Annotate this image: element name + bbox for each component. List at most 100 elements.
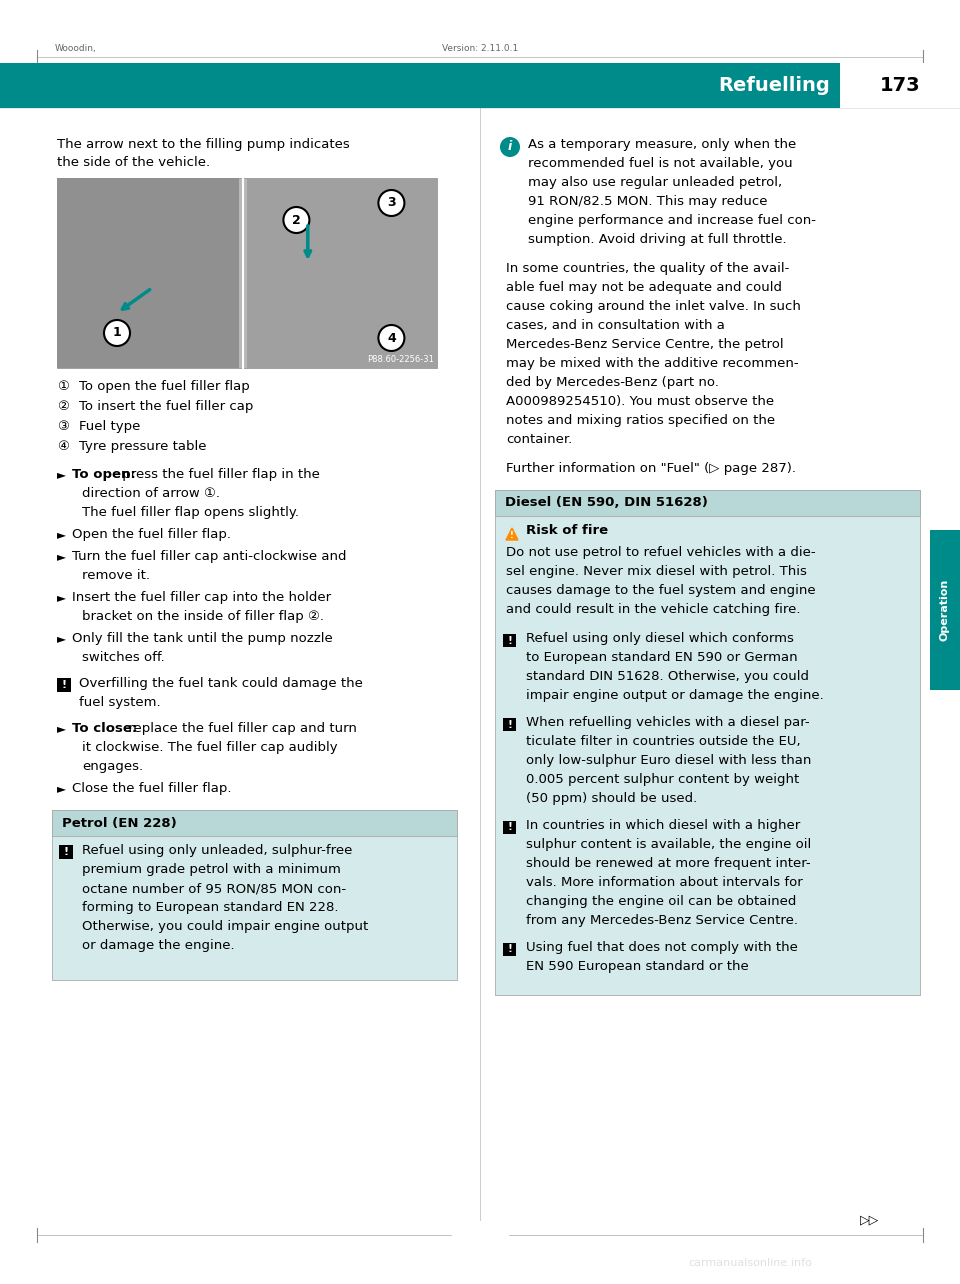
Text: ►: ► [57, 722, 66, 734]
Text: ►: ► [57, 528, 66, 541]
Text: bracket on the inside of filler flap ②.: bracket on the inside of filler flap ②. [82, 610, 324, 623]
Text: Insert the fuel filler cap into the holder: Insert the fuel filler cap into the hold… [72, 591, 331, 603]
Text: 4: 4 [387, 331, 396, 344]
Bar [0, 63, 840, 108]
Bar [57, 178, 239, 369]
Text: Refuel using only unleaded, sulphur-free: Refuel using only unleaded, sulphur-free [82, 844, 352, 856]
Text: direction of arrow ①.: direction of arrow ①. [82, 487, 220, 499]
Text: engine performance and increase fuel con-: engine performance and increase fuel con… [528, 214, 816, 227]
Text: press the fuel filler flap in the: press the fuel filler flap in the [118, 467, 321, 482]
Text: Fuel type: Fuel type [79, 420, 140, 433]
Text: ticulate filter in countries outside the EU,: ticulate filter in countries outside the… [526, 734, 801, 749]
Text: may be mixed with the additive recommen-: may be mixed with the additive recommen- [506, 357, 799, 370]
Bar [495, 490, 920, 995]
Text: Version: 2.11.0.1: Version: 2.11.0.1 [442, 44, 518, 53]
Bar [503, 942, 516, 957]
Text: Overfilling the fuel tank could damage the: Overfilling the fuel tank could damage t… [79, 677, 363, 690]
Text: ►: ► [57, 467, 66, 482]
Text: should be renewed at more frequent inter-: should be renewed at more frequent inter… [526, 856, 810, 871]
Text: it clockwise. The fuel filler cap audibly: it clockwise. The fuel filler cap audibl… [82, 741, 338, 754]
Bar [52, 810, 457, 836]
Text: When refuelling vehicles with a diesel par-: When refuelling vehicles with a diesel p… [526, 716, 809, 729]
Text: or damage the engine.: or damage the engine. [82, 939, 234, 951]
Text: and could result in the vehicle catching fire.: and could result in the vehicle catching… [506, 603, 801, 616]
Text: recommended fuel is not available, you: recommended fuel is not available, you [528, 157, 793, 169]
Text: Refuelling: Refuelling [718, 76, 830, 95]
Text: 1: 1 [112, 326, 121, 339]
Text: the side of the vehicle.: the side of the vehicle. [57, 155, 210, 169]
Bar [503, 634, 516, 647]
Text: notes and mixing ratios specified on the: notes and mixing ratios specified on the [506, 413, 775, 428]
Text: Using fuel that does not comply with the: Using fuel that does not comply with the [526, 941, 798, 954]
Text: Wooodin,: Wooodin, [55, 44, 97, 53]
Bar [52, 810, 457, 980]
Text: octane number of 95 RON/85 MON con-: octane number of 95 RON/85 MON con- [82, 882, 347, 895]
Text: vals. More information about intervals for: vals. More information about intervals f… [526, 876, 803, 889]
Text: 0.005 percent sulphur content by weight: 0.005 percent sulphur content by weight [526, 773, 800, 786]
Text: fuel system.: fuel system. [79, 696, 160, 709]
Text: ded by Mercedes-Benz (part no.: ded by Mercedes-Benz (part no. [506, 376, 719, 389]
Bar [495, 490, 920, 516]
Text: !: ! [507, 945, 512, 954]
Circle shape [283, 207, 309, 232]
Text: ►: ► [57, 550, 66, 562]
Text: Turn the fuel filler cap anti-clockwise and: Turn the fuel filler cap anti-clockwise … [72, 550, 347, 562]
Text: Mercedes-Benz Service Centre, the petrol: Mercedes-Benz Service Centre, the petrol [506, 338, 783, 351]
Bar [503, 718, 516, 731]
Text: able fuel may not be adequate and could: able fuel may not be adequate and could [506, 281, 782, 294]
Text: forming to European standard EN 228.: forming to European standard EN 228. [82, 901, 339, 914]
Bar [840, 63, 960, 108]
Text: (50 ppm) should be used.: (50 ppm) should be used. [526, 792, 697, 805]
Text: Do not use petrol to refuel vehicles with a die-: Do not use petrol to refuel vehicles wit… [506, 546, 816, 559]
Text: Risk of fire: Risk of fire [526, 524, 608, 537]
Text: sulphur content is available, the engine oil: sulphur content is available, the engine… [526, 838, 811, 851]
Text: only low-sulphur Euro diesel with less than: only low-sulphur Euro diesel with less t… [526, 754, 811, 767]
Bar [57, 178, 437, 369]
Circle shape [378, 325, 404, 351]
Text: P88.60-2256-31: P88.60-2256-31 [367, 354, 434, 363]
Text: switches off.: switches off. [82, 651, 165, 664]
Bar [59, 845, 73, 859]
Text: sumption. Avoid driving at full throttle.: sumption. Avoid driving at full throttle… [528, 232, 786, 247]
Text: To open the fuel filler flap: To open the fuel filler flap [79, 380, 250, 393]
Circle shape [104, 320, 130, 345]
Text: !: ! [510, 532, 514, 541]
Text: Open the fuel filler flap.: Open the fuel filler flap. [72, 528, 231, 541]
Text: cause coking around the inlet valve. In such: cause coking around the inlet valve. In … [506, 300, 801, 313]
Text: standard DIN 51628. Otherwise, you could: standard DIN 51628. Otherwise, you could [526, 670, 809, 683]
Text: !: ! [507, 823, 512, 832]
Text: to European standard EN 590 or German: to European standard EN 590 or German [526, 651, 798, 664]
Text: !: ! [61, 681, 66, 690]
Text: As a temporary measure, only when the: As a temporary measure, only when the [528, 137, 796, 152]
Text: ②: ② [57, 401, 69, 413]
Text: cases, and in consultation with a: cases, and in consultation with a [506, 318, 725, 333]
Text: !: ! [63, 847, 68, 856]
Text: To open:: To open: [72, 467, 135, 482]
Text: causes damage to the fuel system and engine: causes damage to the fuel system and eng… [506, 584, 816, 597]
Text: changing the engine oil can be obtained: changing the engine oil can be obtained [526, 895, 797, 908]
Text: ►: ► [57, 632, 66, 645]
Text: To close:: To close: [72, 722, 137, 734]
Text: ④: ④ [57, 440, 69, 453]
Text: Refuel using only diesel which conforms: Refuel using only diesel which conforms [526, 632, 794, 645]
Text: In countries in which diesel with a higher: In countries in which diesel with a high… [526, 819, 801, 832]
Text: impair engine output or damage the engine.: impair engine output or damage the engin… [526, 690, 824, 702]
Bar [247, 178, 437, 369]
Text: A000989254510). You must observe the: A000989254510). You must observe the [506, 395, 774, 408]
Text: The fuel filler flap opens slightly.: The fuel filler flap opens slightly. [82, 506, 299, 519]
Text: Otherwise, you could impair engine output: Otherwise, you could impair engine outpu… [82, 921, 369, 933]
Text: engages.: engages. [82, 760, 143, 773]
Text: premium grade petrol with a minimum: premium grade petrol with a minimum [82, 863, 341, 876]
Text: i: i [508, 140, 512, 154]
Text: carmanualsonline.info: carmanualsonline.info [688, 1258, 812, 1269]
Text: Petrol (EN 228): Petrol (EN 228) [62, 817, 177, 829]
Text: ①: ① [57, 380, 69, 393]
Text: Further information on "Fuel" (▷ page 287).: Further information on "Fuel" (▷ page 28… [506, 462, 796, 475]
Text: Only fill the tank until the pump nozzle: Only fill the tank until the pump nozzle [72, 632, 333, 645]
Text: Operation: Operation [940, 579, 950, 641]
Text: ▷▷: ▷▷ [860, 1213, 879, 1226]
Circle shape [378, 190, 404, 216]
Text: replace the fuel filler cap and turn: replace the fuel filler cap and turn [124, 722, 357, 734]
Polygon shape [506, 528, 518, 541]
Text: Close the fuel filler flap.: Close the fuel filler flap. [72, 782, 231, 795]
